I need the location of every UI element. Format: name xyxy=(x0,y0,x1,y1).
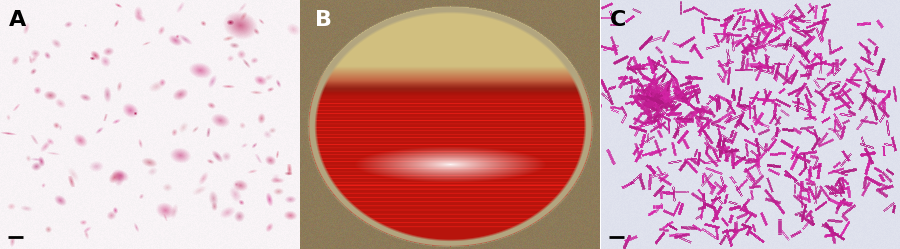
Text: B: B xyxy=(315,10,332,30)
Text: A: A xyxy=(9,10,26,30)
Text: C: C xyxy=(609,10,626,30)
